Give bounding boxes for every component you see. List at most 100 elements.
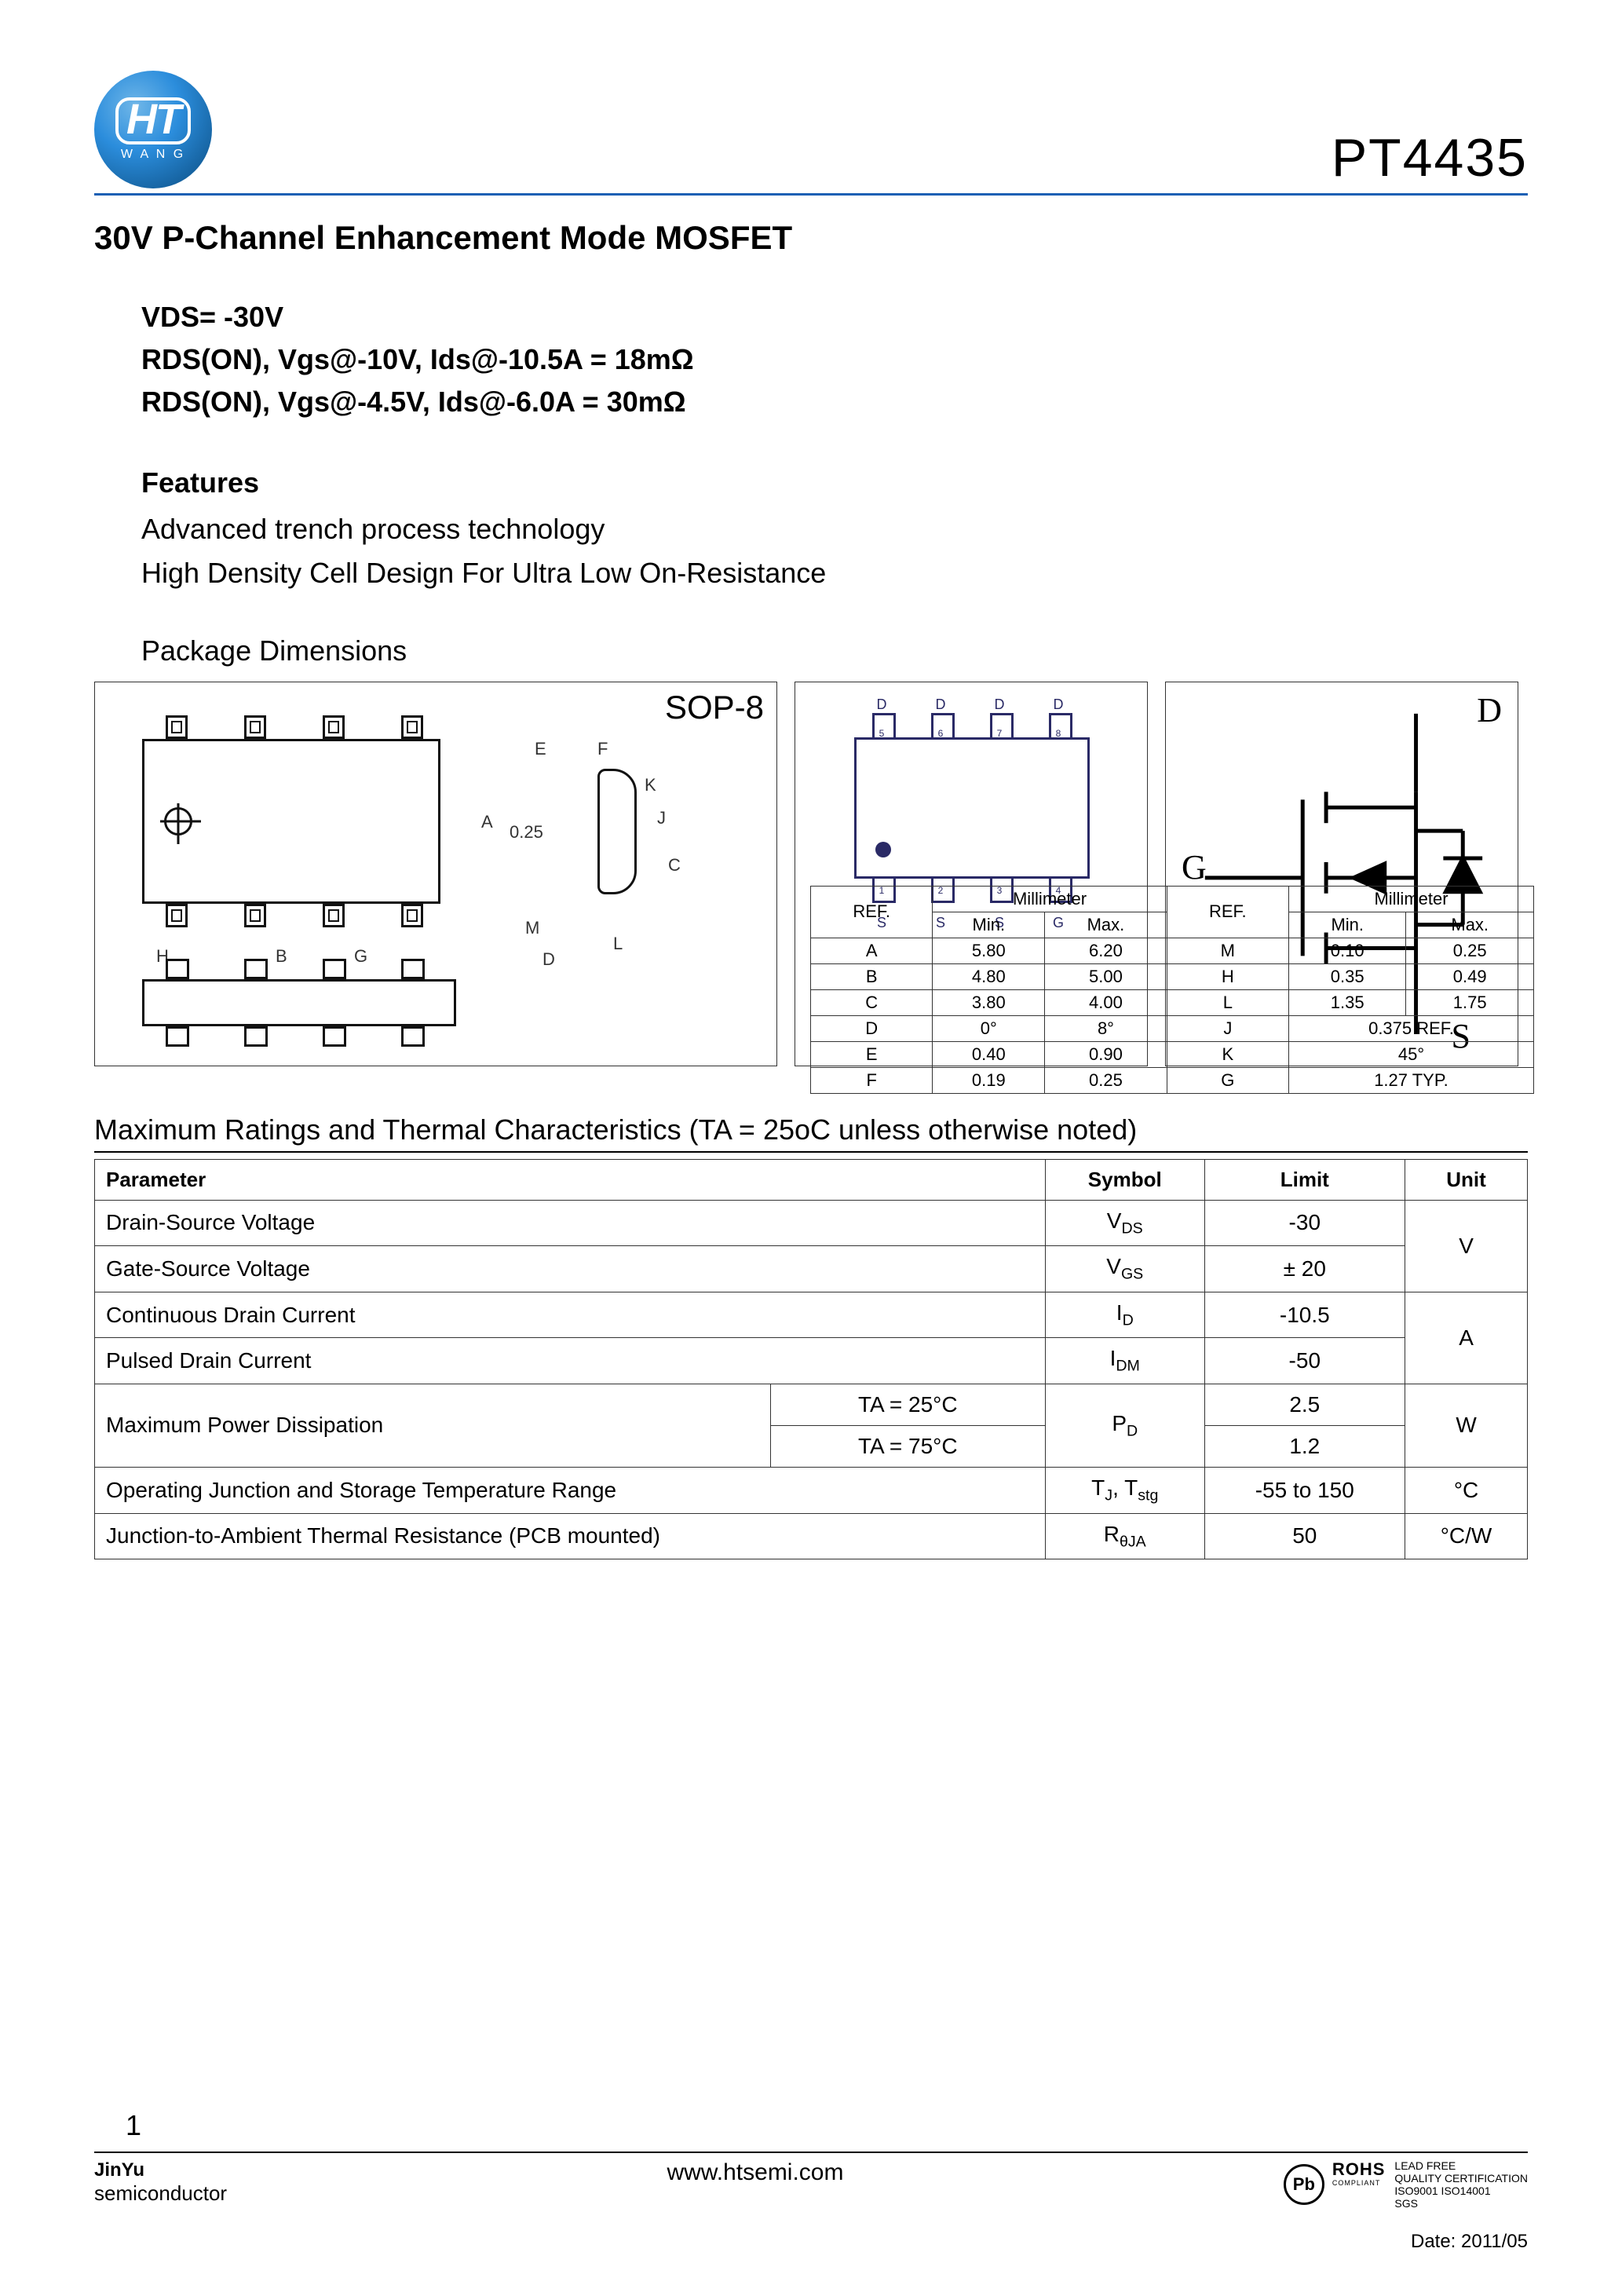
pin-outline xyxy=(401,715,423,739)
dim-cell: M xyxy=(1167,938,1288,963)
ratings-table: Parameter Symbol Limit Unit Drain-Source… xyxy=(94,1159,1528,1560)
leadfree-badge-icon: Pb xyxy=(1284,2164,1324,2205)
ratings-cell: Junction-to-Ambient Thermal Resistance (… xyxy=(95,1513,1046,1559)
header: HT W A N G PT4435 xyxy=(94,71,1528,196)
dim-cell: C xyxy=(811,989,933,1015)
dim-th-mm: Millimeter xyxy=(933,886,1167,912)
pin-num: 5 xyxy=(870,728,893,739)
dim-cell: E xyxy=(811,1041,933,1067)
ratings-th-symbol: Symbol xyxy=(1046,1159,1205,1200)
dim-cell: 0.10 xyxy=(1289,938,1406,963)
dim-th-ref2: REF. xyxy=(1167,886,1288,938)
dim-cell: 0.375 REF. xyxy=(1289,1015,1534,1041)
ratings-cell: Continuous Drain Current xyxy=(95,1292,1046,1338)
dim-cell: D xyxy=(811,1015,933,1041)
ratings-cell: VGS xyxy=(1046,1246,1205,1292)
dim-cell: J xyxy=(1167,1015,1288,1041)
pin-label: D xyxy=(929,696,952,713)
pin-num: 6 xyxy=(929,728,952,739)
pin-outline xyxy=(166,715,188,739)
ratings-cell: Maximum Power Dissipation xyxy=(95,1384,771,1467)
website-url: www.htsemi.com xyxy=(667,2159,843,2186)
ratings-cell: 1.2 xyxy=(1204,1425,1405,1467)
ratings-cell: °C xyxy=(1405,1467,1528,1513)
feature-1: Advanced trench process technology xyxy=(141,507,1528,551)
pin-num: 7 xyxy=(988,728,1011,739)
pin-outline xyxy=(401,904,423,927)
dim-cell: 5.80 xyxy=(933,938,1045,963)
dim-cell: L xyxy=(1167,989,1288,1015)
chip-outline xyxy=(854,737,1090,879)
ratings-cell: TA = 25°C xyxy=(770,1384,1045,1425)
company-bold: JinYu xyxy=(94,2159,227,2181)
dim-th-ref: REF. xyxy=(811,886,933,938)
spec-vds: VDS= -30V xyxy=(141,296,1528,338)
dim-cell: 1.27 TYP. xyxy=(1289,1067,1534,1093)
dim-cell: A xyxy=(811,938,933,963)
ratings-cell: W xyxy=(1405,1384,1528,1467)
ratings-cell: Drain-Source Voltage xyxy=(95,1200,1046,1246)
cert-leadfree: LEAD FREE xyxy=(1394,2159,1528,2172)
dim-cell: 4.00 xyxy=(1045,989,1167,1015)
logo-text-main: HT xyxy=(115,97,191,145)
mechanical-drawing: SOP-8 A B G H E F K J C M L xyxy=(94,682,777,1066)
ratings-cell: 2.5 xyxy=(1204,1384,1405,1425)
dim-cell: 0.49 xyxy=(1406,963,1534,989)
ratings-cell: PD xyxy=(1046,1384,1205,1467)
ratings-cell: V xyxy=(1405,1200,1528,1292)
package-dimensions-label: Package Dimensions xyxy=(141,634,1528,667)
part-number: PT4435 xyxy=(1332,127,1528,188)
logo-text-sub: W A N G xyxy=(121,148,185,162)
pin-label: D xyxy=(1047,696,1070,713)
cert-sgs: SGS xyxy=(1394,2197,1528,2210)
cert-quality: QUALITY CERTIFICATION xyxy=(1394,2172,1528,2184)
dim-cell: 0.40 xyxy=(933,1041,1045,1067)
side-profile xyxy=(503,729,747,926)
document-date: Date: 2011/05 xyxy=(1411,2231,1528,2253)
ratings-cell: 50 xyxy=(1204,1513,1405,1559)
spec-rdson1: RDS(ON), Vgs@-10V, Ids@-10.5A = 18mΩ xyxy=(141,338,1528,381)
ratings-cell: ID xyxy=(1046,1292,1205,1338)
ratings-th-param: Parameter xyxy=(95,1159,1046,1200)
spec-rdson2: RDS(ON), Vgs@-4.5V, Ids@-6.0A = 30mΩ xyxy=(141,381,1528,423)
rohs-label: ROHS xyxy=(1332,2159,1386,2179)
terminal-d-label: D xyxy=(1477,690,1502,730)
dim-cell: 0.25 xyxy=(1406,938,1534,963)
company-sub: semiconductor xyxy=(94,2181,227,2205)
ratings-cell: IDM xyxy=(1046,1338,1205,1384)
dim-cell: 8° xyxy=(1045,1015,1167,1041)
dim-cell: 1.75 xyxy=(1406,989,1534,1015)
feature-2: High Density Cell Design For Ultra Low O… xyxy=(141,551,1528,595)
pin-outline xyxy=(323,904,345,927)
ratings-cell: TA = 75°C xyxy=(770,1425,1045,1467)
dim-cell: G xyxy=(1167,1067,1288,1093)
ratings-cell: Operating Junction and Storage Temperatu… xyxy=(95,1467,1046,1513)
pin-num: 8 xyxy=(1047,728,1070,739)
footer: 1 JinYu semiconductor www.htsemi.com Pb … xyxy=(94,2109,1528,2210)
pin-outline xyxy=(166,904,188,927)
dim-cell: 0.35 xyxy=(1289,963,1406,989)
ratings-cell: -10.5 xyxy=(1204,1292,1405,1338)
ratings-cell: A xyxy=(1405,1292,1528,1384)
dim-cell: 6.20 xyxy=(1045,938,1167,963)
dim-th-max2: Max. xyxy=(1406,912,1534,938)
dim-cell: 1.35 xyxy=(1289,989,1406,1015)
key-specs: VDS= -30V RDS(ON), Vgs@-10V, Ids@-10.5A … xyxy=(141,296,1528,667)
dim-cell: 5.00 xyxy=(1045,963,1167,989)
ratings-cell: -55 to 150 xyxy=(1204,1467,1405,1513)
dimension-table: REF. Millimeter REF. Millimeter Min. Max… xyxy=(810,886,1534,1094)
pin-label: D xyxy=(870,696,893,713)
ratings-th-limit: Limit xyxy=(1204,1159,1405,1200)
dim-cell: 3.80 xyxy=(933,989,1045,1015)
ratings-cell: -30 xyxy=(1204,1200,1405,1246)
dim-th-mm2: Millimeter xyxy=(1289,886,1534,912)
certifications: Pb ROHS COMPLIANT LEAD FREE QUALITY CERT… xyxy=(1284,2159,1528,2210)
pin-outline xyxy=(323,715,345,739)
dim-d-label: D xyxy=(542,949,555,970)
dim-cell: K xyxy=(1167,1041,1288,1067)
dim-cell: 45° xyxy=(1289,1041,1534,1067)
dim-cell: 0.25 xyxy=(1045,1067,1167,1093)
dim-cell: 4.80 xyxy=(933,963,1045,989)
company-name: JinYu semiconductor xyxy=(94,2159,227,2206)
package-outline xyxy=(142,739,440,904)
